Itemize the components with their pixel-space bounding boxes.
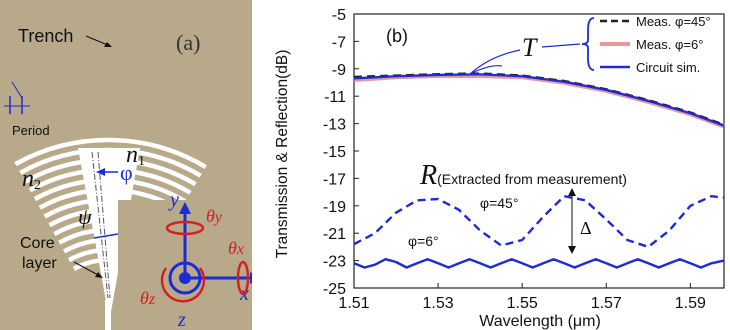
y-tick-label: -5 bbox=[332, 7, 346, 24]
T-label: T bbox=[522, 33, 538, 62]
phi6-label: φ=6° bbox=[408, 233, 439, 249]
delta-arrowhead-top bbox=[568, 188, 576, 196]
y-tick-label: -19 bbox=[323, 199, 346, 216]
x-axis-arrowhead bbox=[250, 272, 252, 284]
chart-series bbox=[353, 72, 725, 269]
trench-pointer-arrowhead bbox=[104, 42, 112, 47]
y-tick-label: -21 bbox=[323, 226, 346, 243]
n2-label: n2 bbox=[22, 166, 41, 193]
theta-z-label: θz bbox=[140, 288, 156, 308]
core-pointer-line bbox=[73, 261, 101, 277]
delta-label: Δ bbox=[580, 218, 592, 238]
y-axis-arrowhead bbox=[179, 202, 191, 214]
y-tick-label: -9 bbox=[332, 62, 346, 79]
legend-label-circuit-sim: Circuit sim. bbox=[636, 60, 700, 75]
y-axis-label: y bbox=[168, 189, 179, 211]
x-tick-label: 1.57 bbox=[591, 295, 622, 312]
trench-arc bbox=[14, 137, 207, 170]
core-channel bbox=[105, 300, 111, 330]
T-pointer-to-brace bbox=[541, 43, 581, 48]
theta-x-label: θx bbox=[228, 238, 244, 258]
wedge-axis-line-2 bbox=[97, 151, 111, 299]
y-tick-label: -7 bbox=[332, 34, 346, 51]
z-axis-label: z bbox=[177, 309, 186, 330]
x-tick-label: 1.55 bbox=[507, 295, 538, 312]
period-pointer-line bbox=[11, 81, 23, 99]
legend-brace bbox=[581, 17, 595, 71]
panel-a-diagram: (a) Trench Period n1 n2 φ ψ Core layer y… bbox=[0, 0, 252, 330]
trench-label: Trench bbox=[18, 26, 73, 46]
R-label: R(Extracted from measurement) bbox=[419, 160, 627, 191]
panel-a-label: (a) bbox=[176, 30, 200, 55]
period-label: Period bbox=[12, 123, 50, 138]
psi-arc-arrow bbox=[93, 233, 119, 239]
legend-label-meas-6: Meas. φ=6° bbox=[636, 37, 703, 52]
y-tick-label: -25 bbox=[323, 281, 346, 298]
chart-plot-area bbox=[353, 13, 725, 289]
y-tick-label: -11 bbox=[324, 89, 346, 106]
T-pointer-to-curves bbox=[469, 49, 521, 75]
z-axis-outer-circle bbox=[168, 261, 202, 295]
panel-b-chart: -5 -7 -9 -11 -13 -15 -17 -19 -21 -23 -251.51 1.53 1.… bbox=[274, 7, 725, 330]
x-tick-label: 1.51 bbox=[338, 295, 369, 312]
core-pointer-arrowhead bbox=[95, 272, 103, 278]
panel-b-label: (b) bbox=[386, 26, 408, 46]
series-line-4 bbox=[353, 258, 725, 269]
series-line-2 bbox=[353, 73, 725, 127]
core-label: Core bbox=[20, 235, 55, 252]
chart-legend: Meas. φ=45° Meas. φ=6° Circuit sim. bbox=[581, 14, 711, 75]
n1-label: n1 bbox=[126, 142, 145, 169]
core-wedge bbox=[78, 148, 140, 312]
delta-arrowhead-bottom bbox=[568, 246, 576, 254]
psi-label: ψ bbox=[78, 204, 92, 229]
theta-y-label: θy bbox=[206, 206, 223, 226]
y-tick-label: -13 bbox=[323, 117, 346, 134]
x-tick-label: 1.59 bbox=[675, 295, 706, 312]
phi-pointer-arrowhead bbox=[96, 168, 105, 176]
layer-label: layer bbox=[22, 255, 57, 272]
z-axis-dot bbox=[179, 272, 191, 284]
y-tick-label: -17 bbox=[323, 171, 346, 188]
y-tick-label: -23 bbox=[323, 254, 346, 271]
phi-label: φ bbox=[120, 160, 133, 185]
theta-z-rotation-arrow bbox=[160, 267, 206, 303]
x-tick-label: 1.53 bbox=[423, 295, 454, 312]
y-axis-title: Transmission & Reflection(dB) bbox=[274, 50, 291, 259]
theta-x-rotation-arrow bbox=[236, 260, 250, 296]
x-axis-title: Wavelength (μm) bbox=[479, 313, 601, 330]
chart-ticks: -5 -7 -9 -11 -13 -15 -17 -19 -21 -23 -251.51 1.53 1.… bbox=[323, 7, 706, 312]
legend-label-meas-45: Meas. φ=45° bbox=[636, 14, 711, 29]
wedge-axis-line bbox=[91, 151, 109, 299]
y-tick-label: -15 bbox=[323, 144, 346, 161]
phi45-label: φ=45° bbox=[480, 195, 518, 211]
theta-y-rotation-arrow bbox=[165, 220, 205, 236]
